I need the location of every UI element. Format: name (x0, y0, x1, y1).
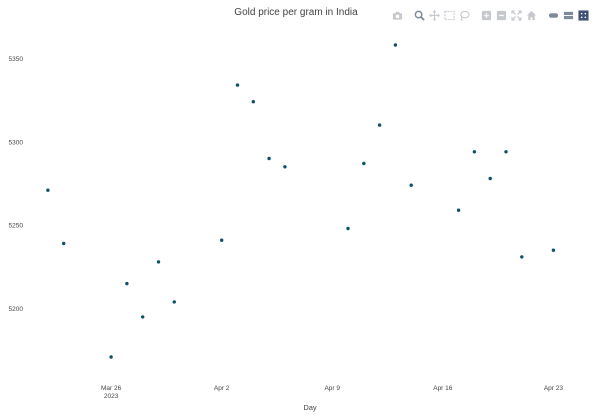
y-tick-label: 5250 (9, 223, 24, 230)
modebar (390, 9, 591, 21)
data-point[interactable] (520, 255, 524, 259)
data-point[interactable] (46, 188, 50, 192)
camera-icon[interactable] (392, 9, 404, 21)
spike-lines-icon[interactable] (548, 9, 560, 21)
chart-title: Gold price per gram in India (234, 7, 358, 18)
data-point[interactable] (125, 281, 129, 286)
x-tick-label: Apr 2 (214, 385, 230, 392)
data-point[interactable] (346, 226, 350, 231)
y-tick-label: 5300 (9, 139, 24, 146)
plotly-logo-icon[interactable] (578, 9, 590, 21)
data-points (46, 43, 556, 359)
data-point[interactable] (377, 123, 382, 127)
x-axis-title: Day (303, 403, 317, 412)
data-point[interactable] (409, 183, 413, 187)
zoom-out-icon[interactable] (496, 9, 508, 21)
x-tick-label: Apr 23 (544, 385, 564, 392)
x-tick-label: Mar 26 (101, 385, 122, 392)
data-point[interactable] (156, 260, 161, 264)
data-point[interactable] (235, 83, 240, 87)
data-point[interactable] (172, 300, 176, 304)
x-tick-label: Apr 16 (433, 385, 453, 392)
pan-icon[interactable] (429, 9, 441, 21)
box-select-icon[interactable] (444, 9, 456, 21)
data-point[interactable] (220, 238, 224, 242)
data-point[interactable] (62, 241, 66, 246)
data-point[interactable] (551, 248, 556, 252)
y-tick-label: 5350 (9, 56, 24, 63)
data-point[interactable] (504, 150, 508, 154)
data-point[interactable] (141, 315, 145, 319)
data-point[interactable] (393, 43, 398, 47)
data-point[interactable] (267, 156, 271, 161)
zoom-icon[interactable] (414, 9, 426, 21)
data-point[interactable] (488, 176, 492, 181)
hover-closest-icon[interactable] (563, 9, 575, 21)
lasso-select-icon[interactable] (459, 9, 471, 21)
autoscale-icon[interactable] (511, 9, 523, 21)
data-point[interactable] (283, 165, 287, 169)
data-point[interactable] (109, 355, 113, 359)
data-point[interactable] (251, 100, 255, 104)
x-tick-sublabel: 2023 (104, 393, 119, 400)
y-tick-label: 5200 (9, 306, 24, 313)
y-axis-ticks: 5200 5250 5300 5350 (9, 56, 24, 313)
x-tick-label: Apr 9 (324, 385, 340, 392)
data-point[interactable] (456, 208, 461, 212)
reset-axes-icon[interactable] (526, 9, 538, 21)
data-point[interactable] (472, 150, 477, 154)
data-point[interactable] (362, 161, 366, 166)
zoom-in-icon[interactable] (481, 9, 493, 21)
